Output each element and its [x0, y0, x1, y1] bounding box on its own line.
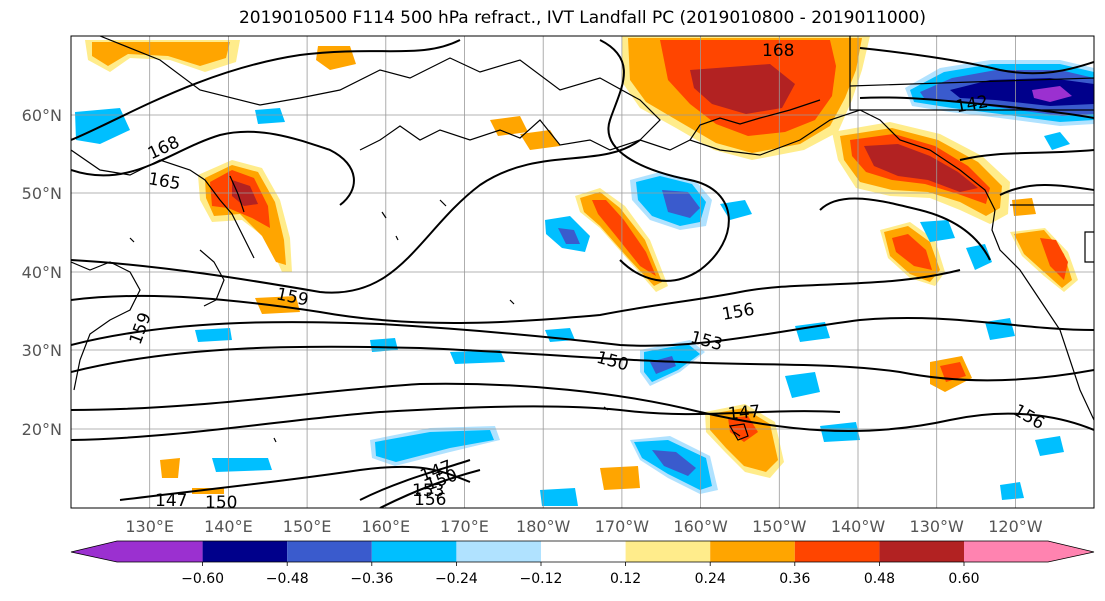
lat-label: 40°N	[22, 263, 62, 282]
longitude-labels: 130°E 140°E 150°E 160°E 170°E 180°W 170°…	[125, 517, 1042, 536]
anomaly-patch	[600, 466, 640, 490]
contour-label: 156	[414, 490, 446, 510]
anomaly-patch	[212, 458, 272, 472]
contour-label: 147	[727, 402, 761, 425]
colorbar-tick-label: −0.60	[181, 571, 224, 587]
anomaly-patch	[940, 362, 966, 382]
contour-label: 153	[412, 481, 444, 501]
map-plot-area: 168 165 159 156 153 150 147 147 156 142 …	[70, 35, 1095, 513]
anomaly-patch	[1044, 132, 1070, 150]
colorbar-segment	[879, 541, 964, 562]
colorbar-segment	[710, 541, 795, 562]
anomaly-patch	[92, 42, 230, 66]
contour-label: 168	[762, 41, 794, 61]
anomaly-patch	[160, 458, 180, 478]
map-title: 2019010500 F114 500 hPa refract., IVT La…	[238, 8, 926, 28]
shaded-anomalies	[75, 36, 1094, 506]
lon-label: 170°E	[440, 517, 489, 536]
anomaly-patch	[490, 116, 528, 136]
colorbar-tick-label: 0.48	[864, 571, 895, 587]
anomaly-patch	[1012, 198, 1036, 216]
anomaly-patch	[662, 190, 700, 218]
lon-label: 140°E	[204, 517, 253, 536]
anomaly-patch	[255, 296, 300, 314]
contour-label: 150	[205, 493, 237, 513]
colorbar-segment	[287, 541, 372, 562]
coastlines	[71, 36, 1094, 443]
anomaly-patch	[370, 338, 398, 352]
anomaly-patch	[690, 64, 795, 114]
colorbar-segment	[794, 541, 880, 562]
colorbar-tick-label: −0.36	[350, 571, 393, 587]
colorbar-segment	[541, 541, 626, 562]
colorbar-tick-label: −0.24	[435, 571, 478, 587]
colorbar: −0.60 −0.48 −0.36 −0.24 −0.12 0.12 0.24 …	[70, 540, 1095, 587]
anomaly-patch	[1032, 86, 1072, 102]
lon-label: 150°E	[283, 517, 332, 536]
anomaly-patch	[540, 488, 578, 506]
anomaly-patch	[795, 322, 830, 342]
height-contours	[71, 39, 1094, 508]
anomaly-patch	[1035, 436, 1064, 456]
anomaly-patch	[1040, 238, 1068, 280]
colorbar-segment	[625, 541, 711, 562]
colorbar-max-extend	[1048, 541, 1094, 562]
anomaly-patch	[592, 200, 656, 276]
lat-label: 60°N	[22, 106, 62, 125]
anomaly-patch	[785, 372, 820, 398]
anomaly-patch	[255, 108, 285, 124]
lon-label: 130°E	[125, 517, 174, 536]
contour-label: 147	[155, 491, 187, 511]
lon-label: 150°W	[752, 517, 807, 536]
colorbar-segment	[456, 541, 541, 562]
anomaly-patch	[820, 422, 860, 442]
latitude-labels: 60°N 50°N 40°N 30°N 20°N	[22, 106, 62, 439]
colorbar-tick-label: −0.48	[266, 571, 309, 587]
colorbar-segment	[371, 541, 457, 562]
anomaly-patch	[1000, 482, 1024, 500]
colorbar-segment	[117, 541, 203, 562]
lon-label: 170°W	[595, 517, 650, 536]
lon-label: 180°W	[516, 517, 571, 536]
anomaly-patch	[985, 318, 1015, 340]
anomaly-patch	[864, 144, 978, 192]
colorbar-segment	[964, 541, 1048, 562]
lon-label: 130°W	[910, 517, 965, 536]
colorbar-tick-label: 0.36	[779, 571, 810, 587]
lon-label: 160°W	[673, 517, 728, 536]
lat-label: 30°N	[22, 341, 62, 360]
colorbar-tick-label: 0.24	[695, 571, 726, 587]
lat-label: 50°N	[22, 184, 62, 203]
anomaly-patch	[652, 450, 696, 476]
colorbar-min-extend	[71, 541, 117, 562]
anomaly-patch	[892, 234, 932, 270]
anomaly-patch	[520, 130, 560, 150]
colorbar-outline	[70, 540, 1095, 563]
lon-label: 140°W	[831, 517, 886, 536]
lat-label: 20°N	[22, 420, 62, 439]
anomaly-patch	[558, 228, 580, 244]
lon-label: 120°W	[988, 517, 1043, 536]
lon-label: 160°E	[361, 517, 410, 536]
colorbar-segment	[202, 541, 288, 562]
anomaly-patch	[450, 350, 505, 364]
anomaly-patch	[920, 220, 955, 242]
colorbar-tick-label: 0.12	[610, 571, 641, 587]
colorbar-tick-label: 0.60	[948, 571, 979, 587]
anomaly-patch	[195, 328, 232, 342]
colorbar-tick-label: −0.12	[520, 571, 563, 587]
graticule	[71, 36, 1094, 508]
